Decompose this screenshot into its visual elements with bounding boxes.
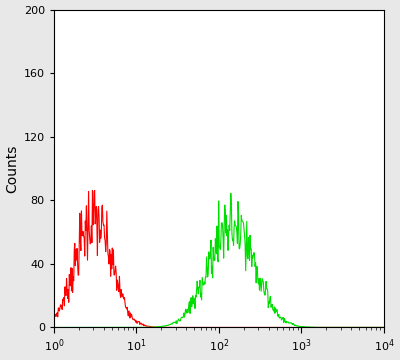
Y-axis label: Counts: Counts [6, 144, 20, 193]
